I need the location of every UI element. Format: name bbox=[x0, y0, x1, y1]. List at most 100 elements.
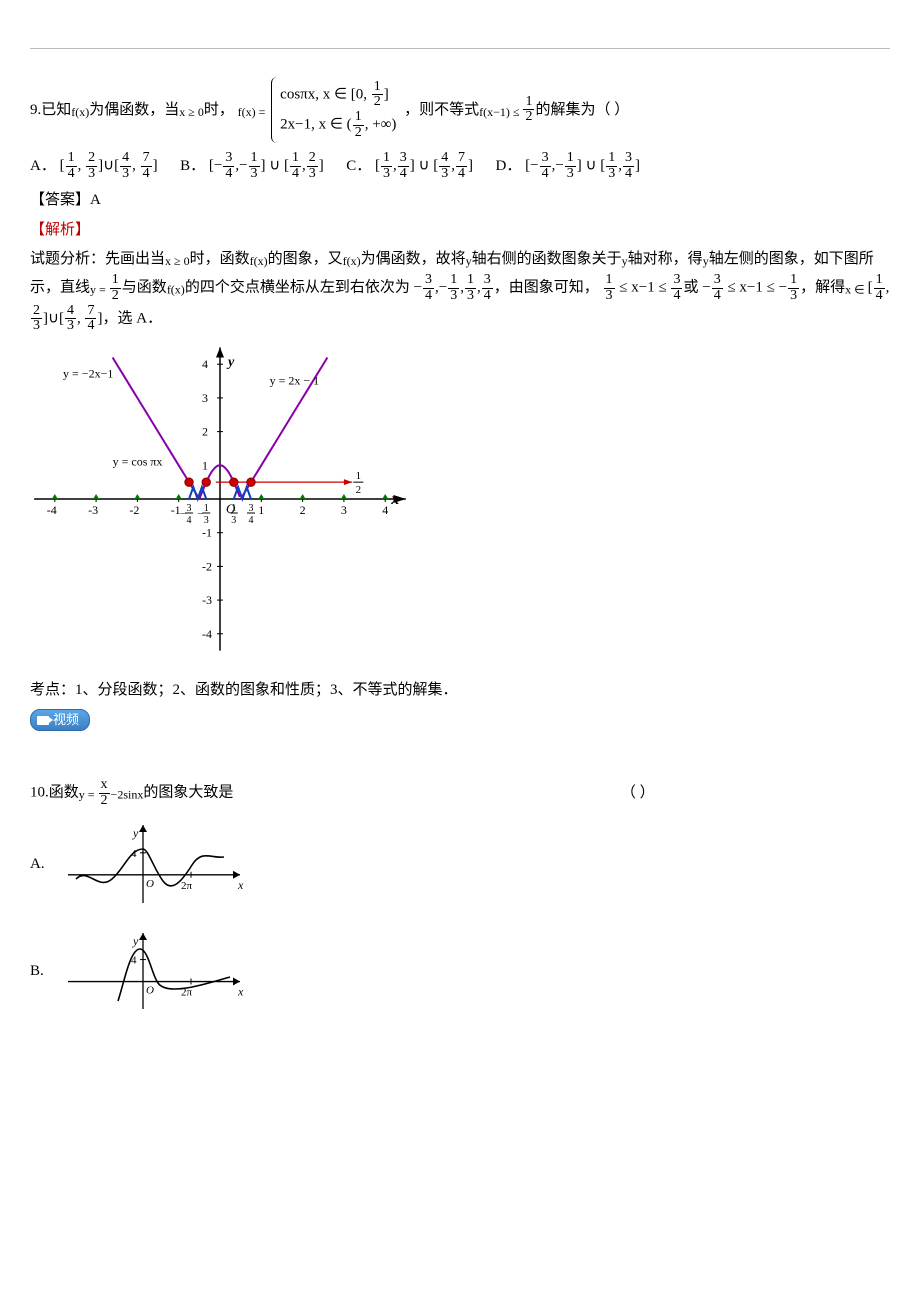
half-frac: 12 bbox=[523, 95, 534, 125]
frac: 13 bbox=[465, 273, 476, 303]
svg-text:1: 1 bbox=[202, 458, 208, 472]
frac: 74 bbox=[141, 151, 152, 181]
union: ∪ bbox=[586, 158, 597, 174]
txt: ，解得 bbox=[800, 280, 845, 296]
txt: 函数 bbox=[49, 785, 79, 801]
page-top-rule bbox=[30, 48, 890, 49]
piece1-frac: 12 bbox=[372, 80, 383, 110]
q9-text: 时， bbox=[204, 101, 234, 117]
q9-choices: A． [14, 23]∪[43, 74] B． [−34,−13] ∪ [14,… bbox=[30, 151, 890, 181]
txt: 为偶函数，故将 bbox=[361, 251, 466, 267]
frac: 13 bbox=[606, 151, 617, 181]
frac: 34 bbox=[671, 273, 682, 303]
frac: 34 bbox=[398, 151, 409, 181]
svg-text:y = −2x−1: y = −2x−1 bbox=[63, 367, 113, 381]
choice-d-label: D． bbox=[496, 152, 522, 181]
jiexi-label: 【解析】 bbox=[30, 216, 890, 245]
svg-text:y: y bbox=[226, 355, 235, 370]
svg-text:3: 3 bbox=[187, 503, 192, 514]
svg-text:3: 3 bbox=[231, 515, 236, 526]
frac: 34 bbox=[540, 151, 551, 181]
svg-text:3: 3 bbox=[341, 503, 347, 517]
svg-text:-3: -3 bbox=[202, 593, 212, 607]
txt: ≤ x−1 ≤ bbox=[724, 280, 779, 296]
svg-text:y = 2x − 1: y = 2x − 1 bbox=[270, 373, 320, 387]
frac: 43 bbox=[439, 151, 450, 181]
frac: 13 bbox=[604, 273, 615, 303]
piece2-frac: 12 bbox=[353, 110, 364, 140]
svg-text:y: y bbox=[132, 826, 139, 840]
q9-xge0: x ≥ 0 bbox=[179, 104, 204, 118]
q10-number: 10. bbox=[30, 785, 49, 801]
q10-option-b: B. yx42πO bbox=[30, 927, 890, 1015]
answer-value: A bbox=[90, 192, 101, 208]
frac: 74 bbox=[85, 304, 96, 334]
frac: 23 bbox=[86, 151, 97, 181]
svg-text:2: 2 bbox=[300, 503, 306, 517]
txt: f(x) bbox=[343, 254, 361, 268]
svg-text:O: O bbox=[226, 501, 236, 516]
kaodian: 考点：1、分段函数；2、函数的图象和性质；3、不等式的解集． bbox=[30, 676, 890, 705]
frac: 23 bbox=[307, 151, 318, 181]
svg-text:O: O bbox=[146, 984, 154, 996]
piece2-b: , +∞) bbox=[365, 117, 397, 133]
svg-text:4: 4 bbox=[382, 503, 388, 517]
q9-piecewise: cosπx, x ∈ [0, 12] 2x−1, x ∈ (12, +∞) bbox=[271, 77, 396, 144]
analysis: 试题分析：先画出当x ≥ 0时，函数f(x)的图象，又f(x)为偶函数，故将y轴… bbox=[30, 245, 890, 334]
question-9: 9.已知f(x)为偶函数，当x ≥ 0时， f(x) = cosπx, x ∈ … bbox=[30, 77, 890, 144]
txt: x ≥ 0 bbox=[165, 254, 190, 268]
frac: 34 bbox=[712, 273, 723, 303]
svg-text:3: 3 bbox=[248, 503, 253, 514]
svg-text:−: − bbox=[180, 509, 186, 520]
txt: y = bbox=[79, 788, 98, 802]
frac: 34 bbox=[482, 273, 493, 303]
svg-text:-3: -3 bbox=[88, 503, 98, 517]
q9-text: 的解集为（ ） bbox=[535, 101, 629, 117]
txt: f(x) bbox=[250, 254, 268, 268]
q9-fxm1: f(x−1) ≤ bbox=[479, 104, 522, 118]
svg-text:4: 4 bbox=[202, 357, 208, 371]
frac: 34 bbox=[623, 151, 634, 181]
txt: f(x) bbox=[167, 283, 185, 297]
svg-text:O: O bbox=[146, 878, 154, 890]
q9-graph: -4-3-2-11234-4-3-2-1123412133434−13−Oyxy… bbox=[30, 344, 890, 665]
txt: ，由图象可知， bbox=[494, 280, 599, 296]
union: ∪ bbox=[48, 310, 59, 326]
q10-paren: （ ） bbox=[621, 779, 655, 808]
txt: y = bbox=[90, 283, 109, 297]
question-10: 10.函数y = x2−2sinx的图象大致是 （ ） bbox=[30, 778, 890, 808]
frac: 13 bbox=[565, 151, 576, 181]
frac: 43 bbox=[65, 304, 76, 334]
q9-number: 9. bbox=[30, 101, 41, 117]
txt: 与函数 bbox=[122, 280, 167, 296]
svg-text:x: x bbox=[390, 491, 399, 508]
frac: 23 bbox=[31, 304, 42, 334]
txt: −2sinx bbox=[111, 788, 144, 802]
q9-graph-svg: -4-3-2-11234-4-3-2-1123412133434−13−Oyxy… bbox=[30, 344, 410, 654]
frac: 34 bbox=[423, 273, 434, 303]
frac: 14 bbox=[874, 273, 885, 303]
frac: 13 bbox=[249, 151, 260, 181]
svg-text:1: 1 bbox=[356, 470, 362, 482]
union: ∪ bbox=[269, 158, 280, 174]
txt: x ∈ bbox=[845, 283, 867, 297]
option-b-label: B. bbox=[30, 957, 58, 986]
svg-text:1: 1 bbox=[204, 503, 209, 514]
txt: ，选 A． bbox=[102, 310, 162, 326]
q9-text: 已知 bbox=[41, 101, 71, 117]
svg-text:-4: -4 bbox=[47, 503, 57, 517]
q9-fxeq: f(x) = bbox=[238, 104, 266, 118]
piece2-a: 2x−1, x ∈ ( bbox=[280, 117, 352, 133]
union: ∪ bbox=[419, 158, 430, 174]
svg-text:2: 2 bbox=[202, 424, 208, 438]
txt: 的图象大致是 bbox=[143, 785, 233, 801]
svg-text:y = cos πx: y = cos πx bbox=[113, 454, 163, 468]
svg-text:-4: -4 bbox=[202, 627, 212, 641]
video-button[interactable]: 视频 bbox=[30, 709, 90, 731]
txt: 或 bbox=[683, 280, 698, 296]
txt: ≤ x−1 ≤ bbox=[616, 280, 671, 296]
svg-text:2: 2 bbox=[356, 484, 362, 496]
answer-line: 【答案】A bbox=[30, 186, 890, 215]
frac: 14 bbox=[66, 151, 77, 181]
frac: 13 bbox=[381, 151, 392, 181]
